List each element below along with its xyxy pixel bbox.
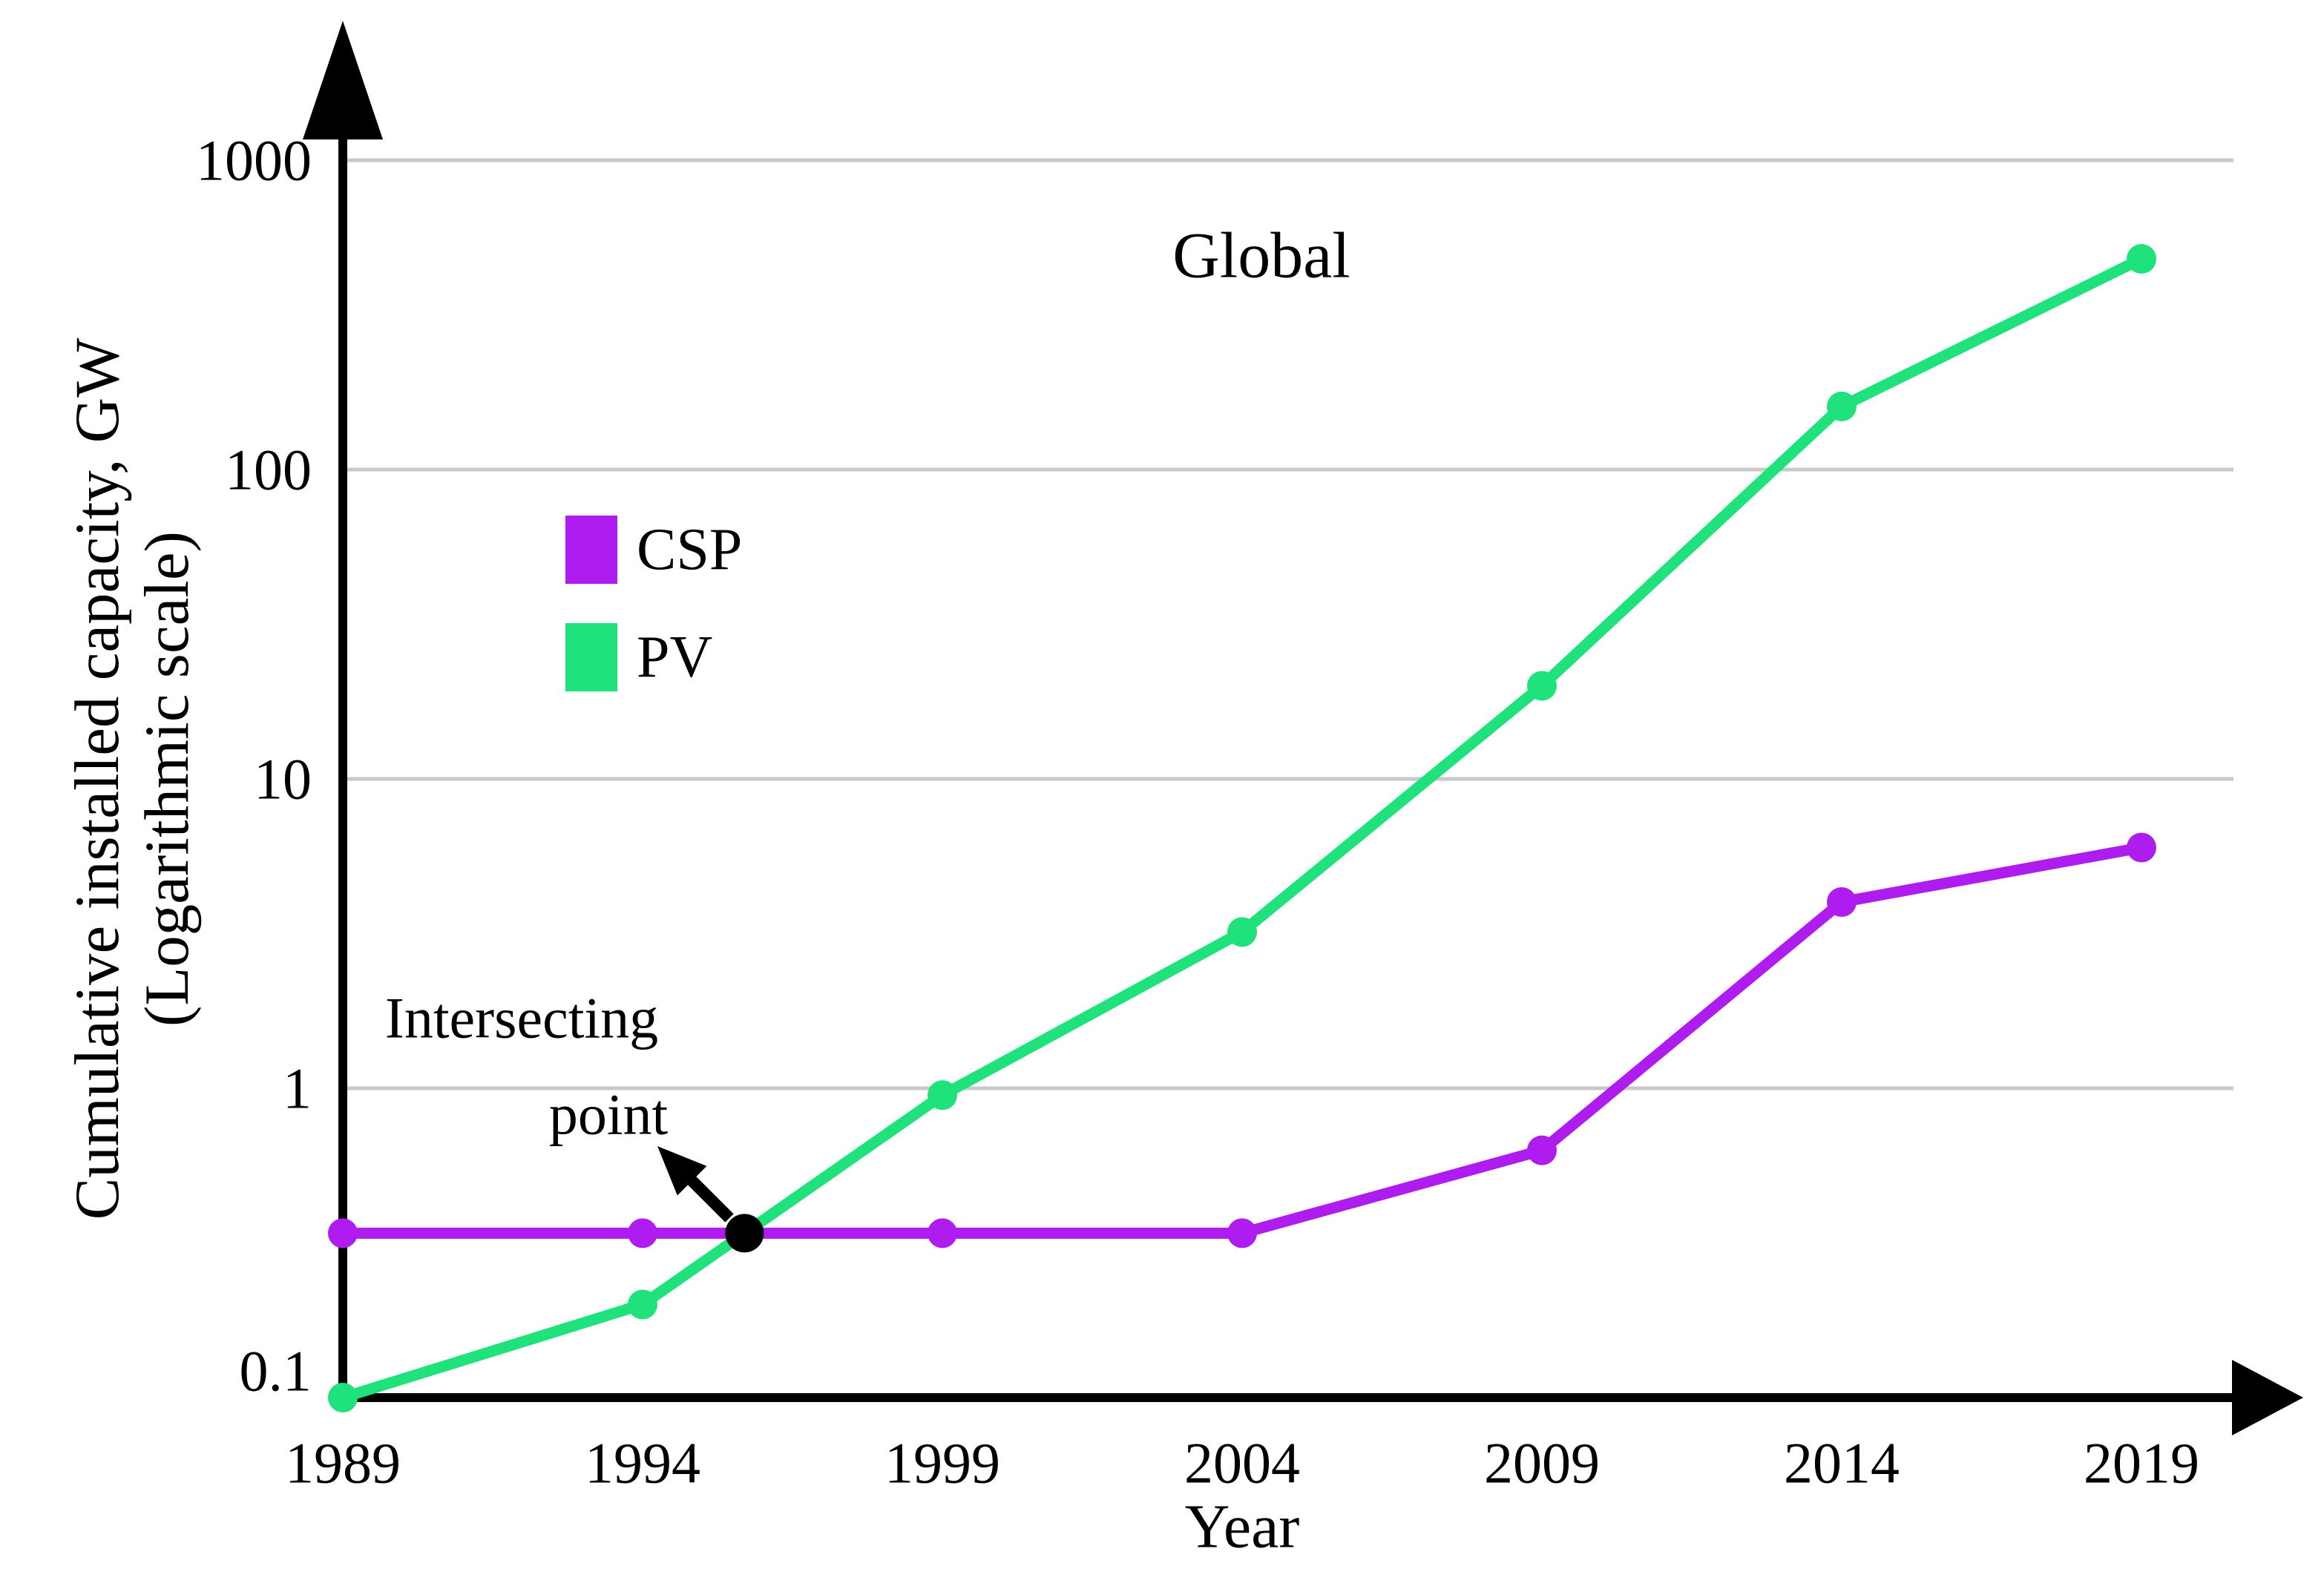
y-tick-label-10: 10 (254, 747, 312, 812)
y-axis-title-note: (Logarithmic scale) (132, 531, 202, 1027)
annotation-arrow-line (682, 1171, 734, 1223)
x-tick-label-2014: 2014 (1784, 1431, 1900, 1496)
x-tick-label-2009: 2009 (1484, 1431, 1600, 1496)
pv-point-2004 (1227, 917, 1257, 947)
x-tick-label-1989: 1989 (285, 1431, 401, 1496)
y-tick-label-100: 100 (225, 438, 312, 502)
x-tick-label-1999: 1999 (884, 1431, 1000, 1496)
csp-point-1999 (928, 1218, 957, 1248)
pv-point-2019 (2127, 243, 2156, 274)
annotation-label-line2: point (549, 1082, 669, 1147)
annotation-arrowhead-icon (657, 1146, 707, 1196)
x-tick-label-2019: 2019 (2084, 1431, 2199, 1496)
pv-point-2014 (1827, 391, 1857, 421)
pv-point-2009 (1527, 671, 1557, 701)
chart-title: Global (1172, 220, 1350, 292)
y-axis-arrowhead-icon (303, 21, 383, 139)
x-axis-title: Year (1185, 1493, 1300, 1562)
csp-point-2014 (1827, 886, 1857, 917)
legend-swatch-csp (565, 516, 617, 584)
pv-point-1994 (628, 1289, 657, 1320)
csp-point-1989 (328, 1218, 358, 1248)
x-tick-label-1994: 1994 (585, 1431, 700, 1496)
x-tick-label-2004: 2004 (1184, 1431, 1300, 1496)
y-tick-label-1: 1 (283, 1056, 312, 1121)
pv-point-1999 (928, 1080, 957, 1111)
x-axis-arrowhead-icon (2232, 1360, 2303, 1435)
intersecting-point-marker (725, 1214, 764, 1253)
legend-swatch-pv (565, 623, 617, 691)
annotation-label-line1: Intersecting (385, 986, 658, 1050)
csp-point-2019 (2127, 832, 2156, 863)
y-axis-title: Cumulative installed capacity, GW (62, 338, 132, 1220)
csp-point-1994 (628, 1218, 657, 1248)
pv-point-1989 (328, 1383, 358, 1412)
csp-point-2009 (1527, 1135, 1557, 1165)
y-tick-label-0.1: 0.1 (240, 1339, 312, 1404)
legend-label-csp: CSP (637, 517, 742, 582)
csp-point-2004 (1227, 1218, 1257, 1248)
y-tick-label-1000: 1000 (196, 128, 312, 193)
legend-label-pv: PV (637, 625, 712, 690)
